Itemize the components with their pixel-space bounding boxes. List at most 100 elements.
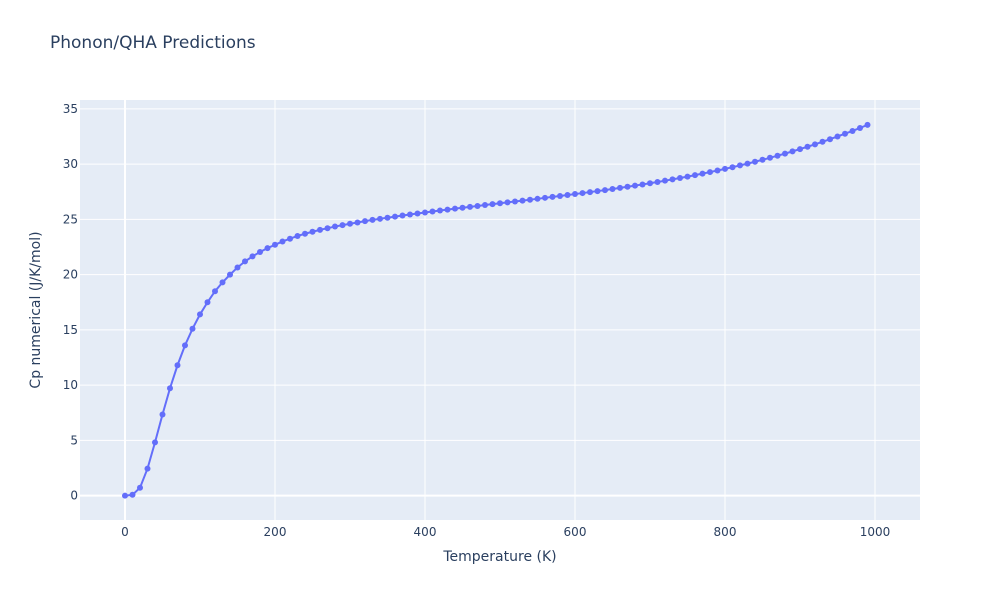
data-point[interactable] — [527, 196, 533, 203]
data-point[interactable] — [377, 215, 383, 222]
data-point[interactable] — [287, 235, 293, 242]
data-point[interactable] — [369, 216, 376, 223]
data-point[interactable] — [834, 133, 841, 140]
data-point[interactable] — [392, 213, 398, 220]
data-point[interactable] — [789, 148, 796, 155]
data-point[interactable] — [504, 199, 511, 206]
data-point[interactable] — [714, 167, 721, 174]
data-point[interactable] — [797, 146, 803, 153]
data-point[interactable] — [782, 150, 788, 157]
data-point[interactable] — [804, 143, 811, 150]
data-point[interactable] — [744, 160, 751, 167]
data-point[interactable] — [264, 245, 271, 252]
data-point[interactable] — [812, 141, 818, 148]
data-point[interactable] — [437, 207, 443, 214]
data-point[interactable] — [579, 190, 586, 197]
data-point[interactable] — [317, 226, 323, 233]
data-point[interactable] — [467, 203, 473, 210]
data-point[interactable] — [624, 183, 631, 190]
data-point[interactable] — [549, 193, 556, 200]
data-point[interactable] — [347, 220, 353, 227]
data-point[interactable] — [767, 154, 773, 161]
data-point[interactable] — [189, 325, 196, 332]
data-point[interactable] — [384, 214, 391, 221]
data-point[interactable] — [167, 385, 173, 392]
data-point[interactable] — [137, 484, 143, 491]
data-point[interactable] — [602, 187, 608, 194]
data-point[interactable] — [227, 271, 233, 278]
data-point[interactable] — [572, 191, 578, 198]
data-point[interactable] — [684, 173, 691, 180]
data-point[interactable] — [152, 439, 158, 446]
data-point[interactable] — [519, 197, 526, 204]
data-point[interactable] — [729, 164, 736, 171]
data-point[interactable] — [459, 204, 466, 211]
data-point[interactable] — [759, 156, 766, 163]
data-point[interactable] — [234, 264, 241, 271]
data-point[interactable] — [752, 158, 758, 165]
data-point[interactable] — [257, 248, 263, 255]
data-point[interactable] — [864, 121, 871, 128]
data-point[interactable] — [122, 492, 128, 499]
data-point[interactable] — [159, 411, 166, 418]
data-point[interactable] — [324, 225, 331, 232]
data-point[interactable] — [617, 184, 623, 191]
data-point[interactable] — [399, 212, 406, 219]
data-point[interactable] — [609, 185, 616, 192]
data-point[interactable] — [452, 205, 458, 212]
data-point[interactable] — [482, 202, 488, 208]
data-point[interactable] — [692, 172, 698, 179]
data-point[interactable] — [212, 288, 218, 295]
data-point[interactable] — [722, 165, 728, 172]
data-point[interactable] — [497, 200, 503, 207]
data-point[interactable] — [144, 465, 151, 472]
data-point[interactable] — [534, 195, 541, 202]
data-point[interactable] — [669, 176, 676, 183]
data-point[interactable] — [677, 175, 683, 182]
data-point[interactable] — [129, 491, 136, 498]
data-point[interactable] — [362, 218, 368, 225]
data-point[interactable] — [174, 362, 181, 369]
data-point[interactable] — [332, 223, 338, 230]
data-point[interactable] — [302, 230, 308, 237]
data-point[interactable] — [632, 182, 638, 189]
data-point[interactable] — [249, 253, 256, 260]
data-point[interactable] — [309, 228, 316, 235]
data-point[interactable] — [557, 193, 563, 200]
data-point[interactable] — [219, 279, 226, 286]
data-point[interactable] — [639, 181, 646, 188]
data-point[interactable] — [444, 206, 451, 213]
data-point[interactable] — [197, 311, 203, 318]
data-point[interactable] — [272, 241, 278, 248]
data-point[interactable] — [279, 238, 286, 245]
data-point[interactable] — [857, 124, 863, 131]
data-point[interactable] — [647, 180, 653, 187]
data-point[interactable] — [242, 258, 248, 265]
data-point[interactable] — [204, 299, 211, 306]
data-point[interactable] — [699, 170, 706, 177]
data-point[interactable] — [542, 194, 548, 201]
data-point[interactable] — [707, 169, 713, 176]
data-point[interactable] — [294, 232, 301, 239]
data-point[interactable] — [849, 127, 856, 134]
data-point[interactable] — [339, 222, 346, 229]
data-point[interactable] — [594, 188, 601, 195]
data-point[interactable] — [474, 202, 481, 209]
data-point[interactable] — [489, 201, 496, 208]
data-point[interactable] — [842, 130, 848, 137]
data-point[interactable] — [587, 189, 593, 196]
data-point[interactable] — [182, 342, 188, 349]
data-point[interactable] — [819, 138, 826, 145]
data-point[interactable] — [512, 198, 518, 205]
data-point[interactable] — [429, 208, 436, 215]
data-point[interactable] — [407, 211, 413, 218]
data-point[interactable] — [737, 162, 743, 169]
data-point[interactable] — [774, 152, 781, 159]
data-point[interactable] — [354, 219, 361, 226]
data-point[interactable] — [422, 209, 428, 216]
data-point[interactable] — [564, 192, 571, 199]
data-point[interactable] — [414, 210, 421, 217]
data-point[interactable] — [662, 177, 668, 184]
data-point[interactable] — [827, 136, 833, 143]
data-point[interactable] — [654, 179, 661, 186]
